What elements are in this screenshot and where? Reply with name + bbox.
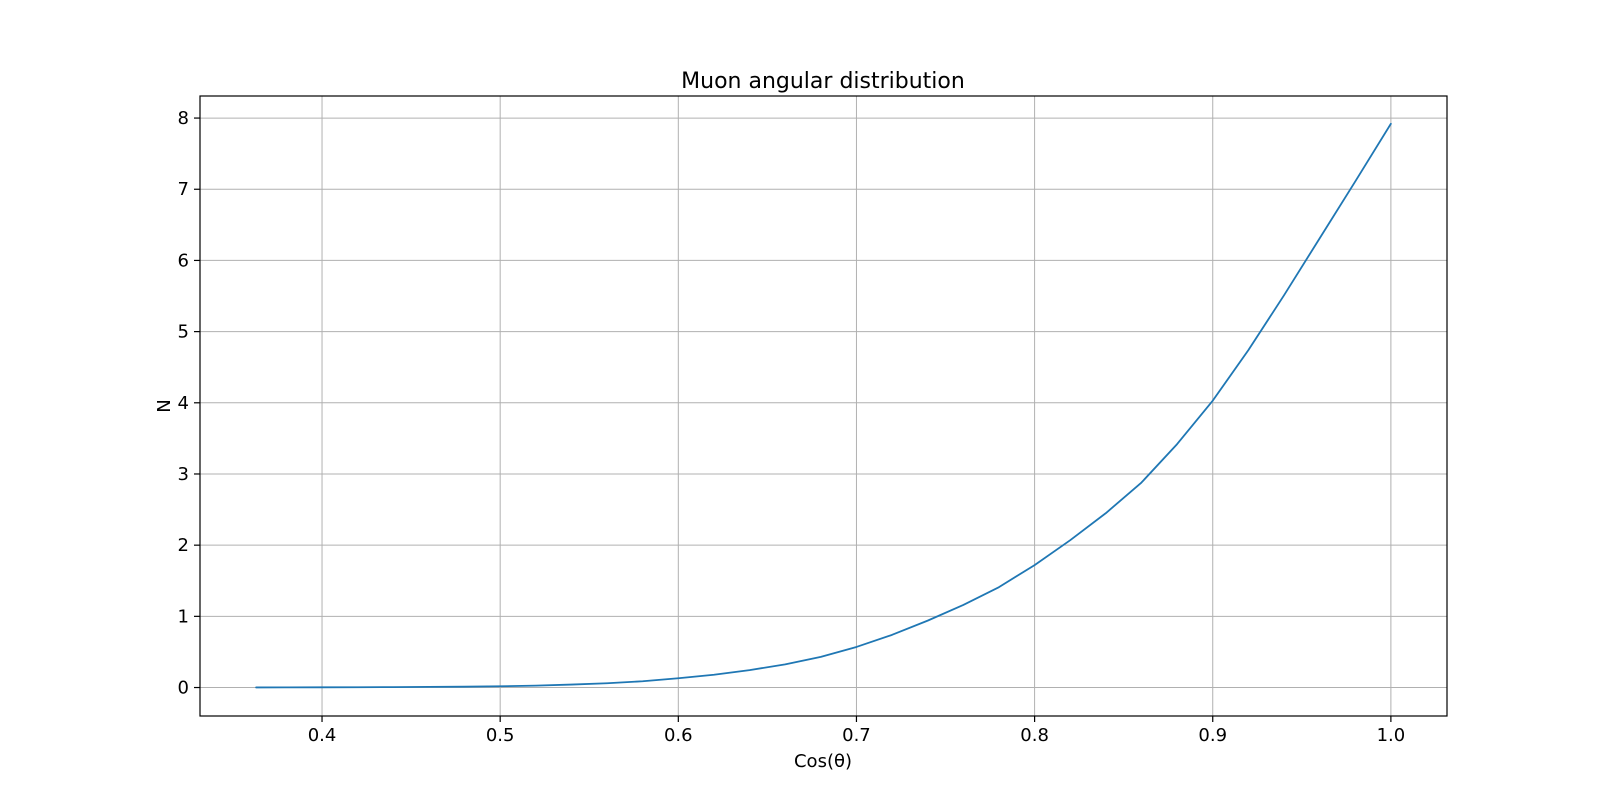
- series-layer: [255, 122, 1392, 689]
- x-tick-label: 0.4: [308, 725, 337, 746]
- y-tick-label: 5: [178, 322, 189, 343]
- y-tick-label: 2: [178, 535, 189, 556]
- y-tick-label: 4: [178, 393, 189, 414]
- y-tick-label: 0: [178, 678, 189, 699]
- x-tick-label: 0.7: [842, 725, 871, 746]
- chart-title: Muon angular distribution: [681, 69, 965, 94]
- grid: [200, 96, 1447, 716]
- y-tick-label: 6: [178, 250, 189, 271]
- x-tick-label: 1.0: [1377, 725, 1406, 746]
- plot-area: [199, 95, 1448, 717]
- y-tick-label: 1: [178, 606, 189, 627]
- x-tick-label: 0.8: [1020, 725, 1049, 746]
- y-tick-label: 7: [178, 179, 189, 200]
- y-tick-label: 3: [178, 464, 189, 485]
- x-tick-label: 0.9: [1198, 725, 1227, 746]
- series-line: [255, 122, 1392, 689]
- y-tick-label: 8: [178, 108, 189, 129]
- axis-ticks: 0.4 0.5 0.6 0.7 0.8 0.9 1.0 0 1 2 3 4 5 6 7 8: [178, 108, 1406, 746]
- x-axis-label: Cos(θ): [794, 751, 852, 772]
- x-tick-label: 0.5: [486, 725, 515, 746]
- x-tick-label: 0.6: [664, 725, 693, 746]
- y-axis-label: N: [154, 399, 175, 412]
